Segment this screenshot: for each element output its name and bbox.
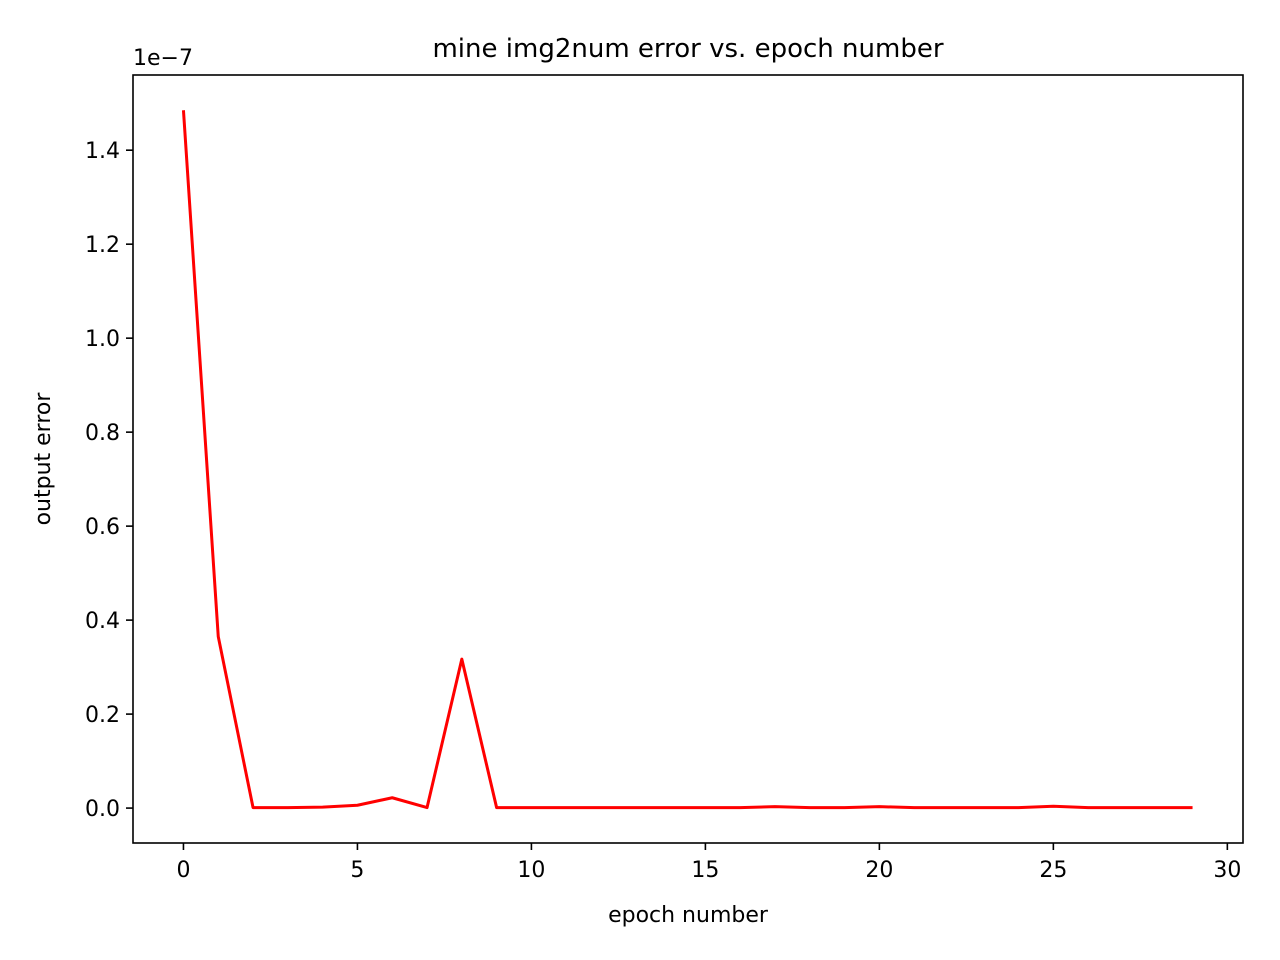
x-axis: 0 5 10 15 20 25 30 <box>176 843 1241 883</box>
y-axis-offset-label: 1e−7 <box>133 46 193 71</box>
plot-frame <box>132 74 1244 844</box>
x-tick-label: 5 <box>350 858 364 883</box>
x-tick-label: 15 <box>691 858 719 883</box>
series-layer <box>181 110 1193 810</box>
series-line <box>181 110 1193 810</box>
x-axis-label: epoch number <box>608 903 769 928</box>
x-tick-label: 20 <box>865 858 893 883</box>
x-tick-label: 25 <box>1039 858 1067 883</box>
plot-area <box>133 75 1243 843</box>
y-axis-label: output error <box>31 392 56 526</box>
y-tick-label: 0.8 <box>85 421 120 446</box>
y-tick-label: 0.2 <box>85 703 120 728</box>
y-axis: 0.0 0.2 0.4 0.6 0.8 1.0 1.2 1.4 <box>85 139 133 822</box>
x-tick-label: 30 <box>1213 858 1241 883</box>
y-tick-label: 0.0 <box>85 797 120 822</box>
y-tick-label: 0.6 <box>85 515 120 540</box>
x-tick-label: 0 <box>176 858 190 883</box>
y-tick-label: 1.0 <box>85 327 120 352</box>
chart-title: mine img2num error vs. epoch number <box>432 34 943 64</box>
y-tick-label: 0.4 <box>85 609 120 634</box>
y-tick-label: 1.2 <box>85 233 120 258</box>
x-tick-label: 10 <box>517 858 545 883</box>
y-tick-label: 1.4 <box>85 139 120 164</box>
